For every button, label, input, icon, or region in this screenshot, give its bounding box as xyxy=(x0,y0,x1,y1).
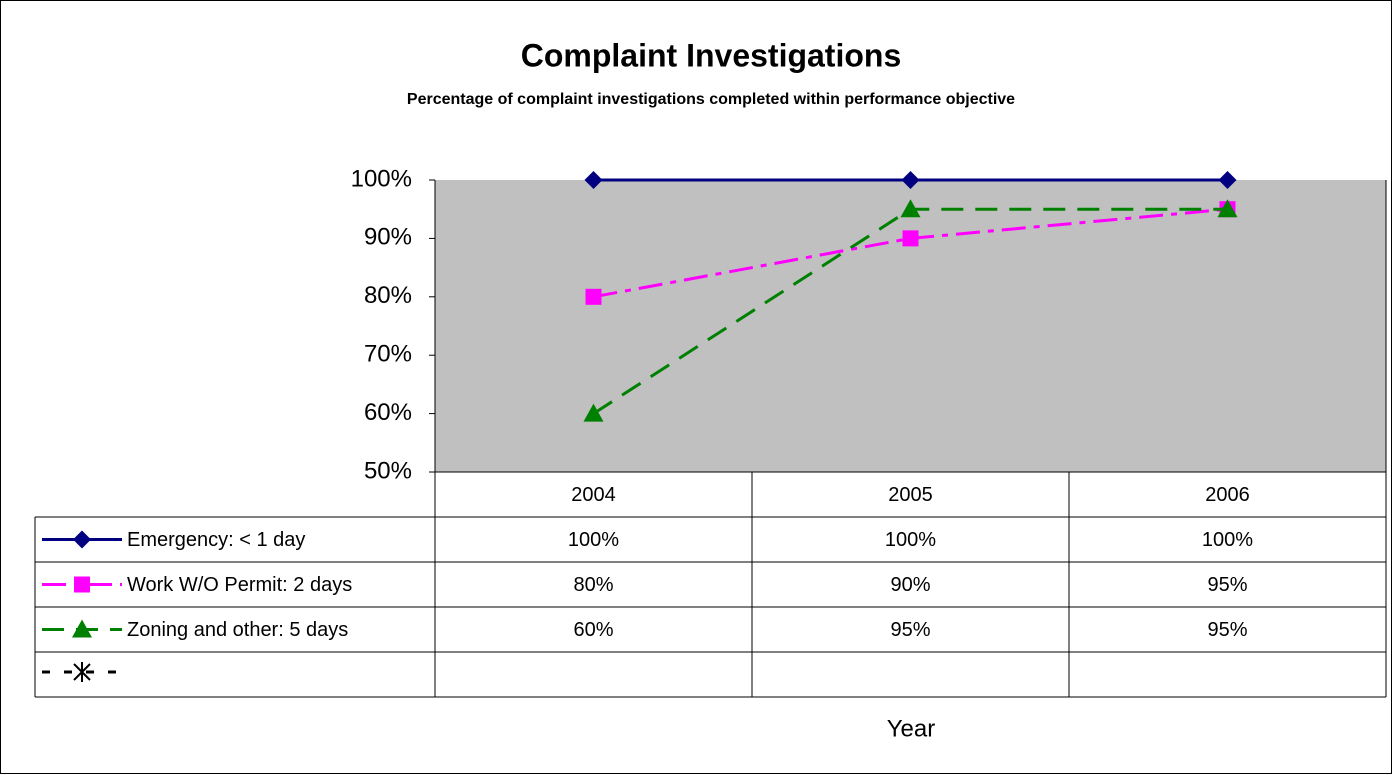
data-point xyxy=(583,403,604,422)
table-value: 100% xyxy=(568,529,619,551)
y-tick-label: 70% xyxy=(364,341,412,368)
empty-legend-key xyxy=(42,662,122,682)
legend-label: Work W/O Permit: 2 days xyxy=(127,574,352,596)
y-tick-label: 50% xyxy=(364,457,412,484)
chart-title: Complaint Investigations xyxy=(521,37,901,73)
table-value: 100% xyxy=(1202,529,1253,551)
data-point xyxy=(901,171,920,189)
y-tick-label: 60% xyxy=(364,399,412,426)
chart-subtitle: Percentage of complaint investigations c… xyxy=(407,91,1015,108)
x-tick-label: 2004 xyxy=(571,484,616,506)
y-tick-label: 90% xyxy=(364,224,412,251)
table-value: 90% xyxy=(890,574,930,596)
table-value: 100% xyxy=(885,529,936,551)
legend-marker xyxy=(72,619,92,638)
table-value: 95% xyxy=(1207,574,1247,596)
legend-label: Zoning and other: 5 days xyxy=(127,619,348,641)
data-point xyxy=(902,230,919,247)
x-axis-label: Year xyxy=(887,715,936,742)
table-value: 95% xyxy=(890,619,930,641)
legend-marker xyxy=(73,662,91,682)
table-value: 95% xyxy=(1207,619,1247,641)
plot-area xyxy=(435,180,1386,472)
data-point xyxy=(900,199,921,218)
legend-label: Emergency: < 1 day xyxy=(127,529,305,551)
data-point xyxy=(1217,199,1238,218)
table-value: 60% xyxy=(573,619,613,641)
data-point xyxy=(1218,171,1237,189)
legend-marker xyxy=(74,576,90,593)
y-tick-label: 100% xyxy=(351,165,412,192)
data-point xyxy=(585,288,602,305)
legend-marker xyxy=(73,530,91,549)
y-tick-label: 80% xyxy=(364,282,412,309)
x-tick-label: 2005 xyxy=(888,484,933,506)
data-point xyxy=(584,171,603,189)
table-value: 80% xyxy=(573,574,613,596)
x-tick-label: 2006 xyxy=(1205,484,1250,506)
